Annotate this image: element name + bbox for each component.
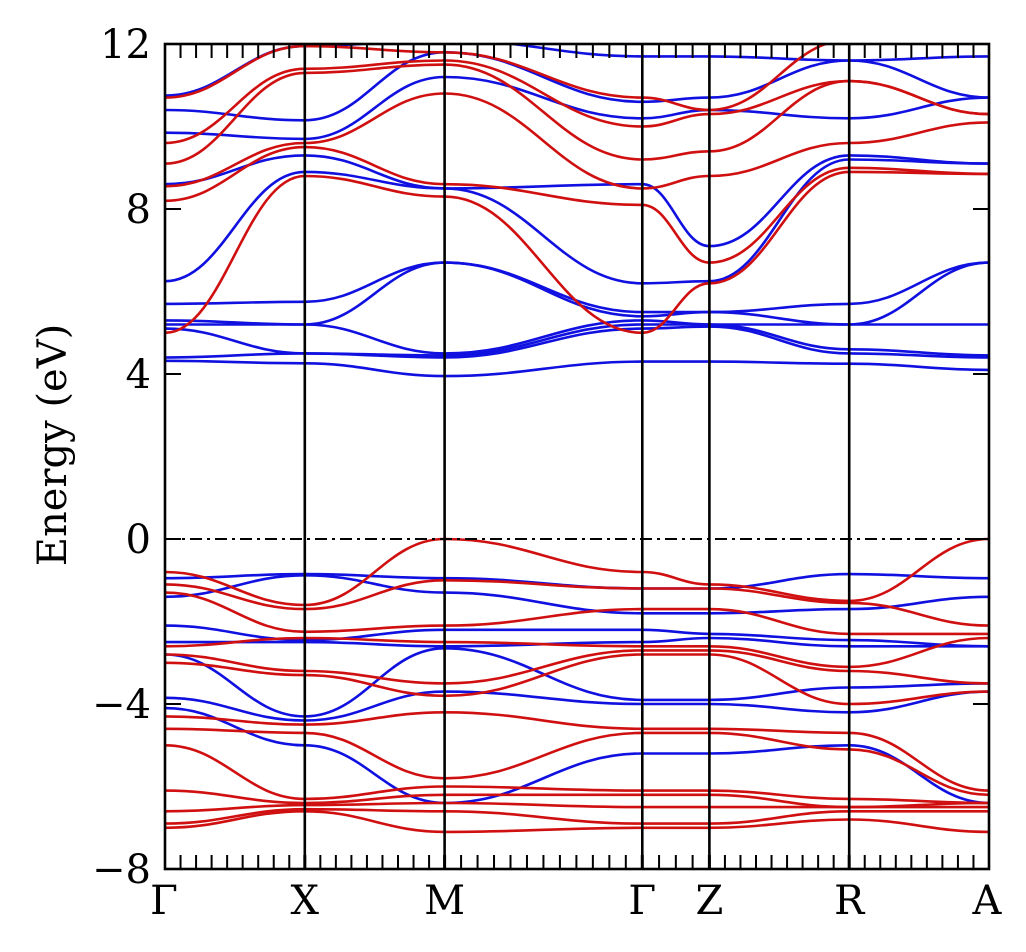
k-point-label: Z (695, 878, 723, 924)
high-symmetry-lines (303, 44, 851, 869)
y-tick-label: −8 (92, 847, 151, 893)
bands-layer (165, 44, 989, 834)
red-band-1 (165, 145, 989, 264)
k-point-label: Γ (150, 878, 178, 924)
red-band-11 (165, 653, 989, 706)
blue-band-16 (165, 690, 989, 722)
red-band-0 (165, 170, 989, 335)
k-point-label: X (291, 878, 320, 924)
y-tick-label: 8 (126, 187, 151, 233)
y-tick-label: 0 (126, 517, 151, 563)
red-band-5 (165, 44, 831, 112)
k-point-label: R (834, 878, 866, 924)
y-axis-title: Energy (eV) (30, 324, 76, 566)
blue-band-6 (165, 158, 989, 285)
blue-band-0 (165, 359, 989, 378)
red-band-4 (165, 59, 989, 145)
y-tick-label: −4 (92, 682, 151, 728)
plot-frame (163, 42, 991, 871)
blue-band-4 (165, 261, 989, 326)
y-tick-label: 4 (126, 352, 151, 398)
y-tick-labels: −8 −4 0 4 8 12 (92, 22, 151, 893)
k-point-label: M (424, 878, 465, 924)
y-tick-label: 12 (100, 22, 151, 68)
k-point-label: Γ (628, 878, 656, 924)
tick-marks (165, 43, 989, 870)
k-point-label: A (972, 878, 1003, 924)
red-band-6 (165, 537, 989, 607)
red-band-13 (165, 727, 989, 797)
